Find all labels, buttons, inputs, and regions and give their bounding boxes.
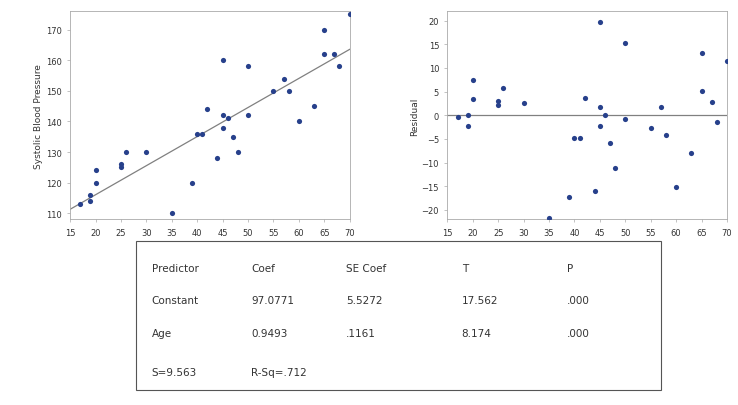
Point: [217, 125, 229, 132]
Point: [452, 115, 463, 121]
Point: [604, 141, 616, 147]
Point: [706, 99, 717, 106]
Point: [573, 135, 585, 142]
Text: Constant: Constant: [151, 296, 199, 306]
Point: [344, 12, 356, 19]
Point: [543, 215, 555, 221]
Point: [201, 107, 213, 113]
Point: [196, 131, 208, 138]
Y-axis label: Systolic Blood Pressure: Systolic Blood Pressure: [34, 64, 43, 168]
Text: 97.0771: 97.0771: [252, 296, 294, 306]
Point: [227, 134, 238, 141]
Point: [212, 156, 224, 162]
Point: [221, 116, 233, 122]
Point: [492, 103, 504, 109]
Point: [308, 104, 320, 110]
Point: [328, 52, 340, 58]
Point: [610, 165, 621, 172]
Point: [191, 131, 203, 138]
Text: 0.9493: 0.9493: [252, 328, 288, 338]
Point: [497, 86, 509, 92]
Text: T: T: [461, 263, 468, 273]
X-axis label: Age: Age: [201, 240, 219, 250]
Point: [589, 188, 601, 195]
Point: [462, 123, 474, 130]
Point: [619, 40, 631, 47]
Point: [568, 135, 580, 142]
Point: [579, 95, 590, 102]
Point: [467, 96, 479, 103]
Point: [564, 194, 576, 201]
Point: [655, 105, 666, 111]
Point: [696, 88, 708, 95]
Point: [89, 168, 101, 174]
Text: 17.562: 17.562: [461, 296, 498, 306]
Text: P: P: [567, 263, 573, 273]
Point: [120, 149, 132, 156]
Text: 8.174: 8.174: [461, 328, 492, 338]
Point: [140, 149, 152, 156]
Point: [75, 201, 86, 208]
Point: [696, 51, 708, 57]
Point: [594, 104, 606, 111]
Point: [594, 19, 606, 26]
Point: [670, 185, 682, 191]
Point: [318, 52, 330, 58]
Point: [242, 64, 254, 70]
Text: Coef: Coef: [252, 263, 275, 273]
Text: S=9.563: S=9.563: [151, 367, 197, 377]
Point: [462, 113, 474, 119]
Point: [85, 192, 97, 199]
Point: [660, 132, 672, 139]
Text: .1161: .1161: [346, 328, 376, 338]
Point: [166, 211, 178, 217]
Point: [115, 162, 127, 168]
Point: [594, 123, 606, 130]
Point: [619, 116, 631, 123]
Point: [293, 119, 305, 126]
Point: [645, 126, 657, 132]
Point: [85, 198, 97, 205]
Point: [283, 88, 294, 95]
Point: [318, 27, 330, 34]
Text: Predictor: Predictor: [151, 263, 199, 273]
Point: [89, 180, 101, 186]
Text: R-Sq=.712: R-Sq=.712: [252, 367, 307, 377]
Bar: [136, 241, 661, 390]
Point: [277, 76, 289, 83]
Point: [518, 101, 530, 107]
Point: [599, 112, 611, 119]
Text: 5.5272: 5.5272: [346, 296, 382, 306]
Text: Age: Age: [151, 328, 172, 338]
Point: [721, 59, 733, 66]
Point: [686, 151, 697, 157]
Text: SE Coef: SE Coef: [346, 263, 386, 273]
Point: [334, 64, 345, 70]
Point: [115, 165, 127, 171]
Y-axis label: Residual: Residual: [410, 97, 419, 135]
Point: [232, 149, 244, 156]
Text: .000: .000: [567, 328, 590, 338]
Point: [217, 58, 229, 64]
Point: [467, 77, 479, 84]
X-axis label: Age: Age: [578, 240, 596, 250]
Point: [492, 98, 504, 104]
Point: [217, 113, 229, 119]
Point: [186, 180, 198, 186]
Point: [267, 88, 279, 95]
Point: [711, 119, 723, 126]
Point: [242, 113, 254, 119]
Text: .000: .000: [567, 296, 590, 306]
